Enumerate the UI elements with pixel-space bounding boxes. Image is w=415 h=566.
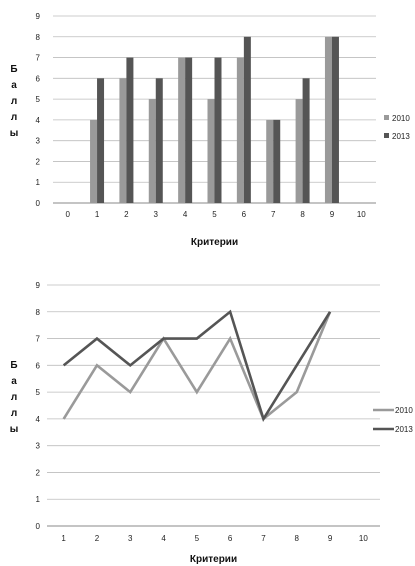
legend-label: 2013 <box>395 425 413 434</box>
y-axis-title-letter: а <box>11 376 17 387</box>
x-tick-label: 0 <box>65 210 70 219</box>
bar-2010 <box>207 99 215 203</box>
y-axis-title-letter: а <box>11 80 17 91</box>
x-tick-label: 6 <box>228 534 233 543</box>
legend-label: 2013 <box>392 132 410 141</box>
y-tick-label: 7 <box>36 54 41 63</box>
y-tick-label: 3 <box>36 137 41 146</box>
bar-2010 <box>324 36 332 204</box>
bar-2013 <box>243 36 251 204</box>
y-tick-label: 2 <box>36 157 41 166</box>
x-tick-label: 9 <box>330 210 335 219</box>
y-tick-label: 6 <box>36 74 41 83</box>
bar-2010 <box>178 57 186 203</box>
bar-2010 <box>236 57 244 203</box>
y-tick-label: 9 <box>36 12 41 21</box>
x-tick-label: 6 <box>242 210 247 219</box>
x-tick-label: 4 <box>161 534 166 543</box>
legend-swatch-2010 <box>384 115 389 120</box>
y-tick-label: 8 <box>36 33 41 42</box>
x-tick-label: 4 <box>183 210 188 219</box>
bar-2010 <box>295 99 303 203</box>
x-tick-label: 10 <box>357 210 366 219</box>
y-tick-label: 4 <box>36 116 41 125</box>
y-tick-label: 1 <box>36 495 41 504</box>
y-tick-label: 2 <box>36 468 41 477</box>
legend-label: 2010 <box>392 114 410 123</box>
bar-2013 <box>185 57 193 203</box>
bar-2010 <box>90 119 98 203</box>
y-axis-title-letter: ы <box>10 128 19 139</box>
x-axis-title: Критерии <box>190 554 237 565</box>
bar-2013 <box>214 57 222 203</box>
x-tick-label: 3 <box>154 210 159 219</box>
y-axis-title-letter: л <box>11 112 17 123</box>
x-tick-label: 9 <box>328 534 333 543</box>
y-axis-title-letter: л <box>11 96 17 107</box>
bar-2010 <box>148 99 156 203</box>
x-tick-label: 3 <box>128 534 133 543</box>
x-tick-label: 8 <box>300 210 305 219</box>
y-tick-label: 5 <box>36 95 41 104</box>
x-tick-label: 1 <box>61 534 66 543</box>
x-tick-label: 10 <box>359 534 368 543</box>
bar-2013 <box>155 78 163 203</box>
y-tick-label: 3 <box>36 442 41 451</box>
y-tick-label: 7 <box>36 335 41 344</box>
x-tick-label: 5 <box>195 534 200 543</box>
bar-2013 <box>331 36 339 204</box>
x-tick-label: 7 <box>271 210 276 219</box>
bar-2013 <box>126 57 134 203</box>
y-tick-label: 0 <box>36 522 41 531</box>
x-tick-label: 8 <box>295 534 300 543</box>
y-tick-label: 0 <box>36 199 41 208</box>
y-axis-title-letter: Б <box>10 360 17 371</box>
x-tick-label: 1 <box>95 210 100 219</box>
series-line-2013 <box>62 309 332 422</box>
bar-2010 <box>266 119 274 203</box>
x-tick-label: 2 <box>124 210 129 219</box>
legend-swatch-2013 <box>384 133 389 138</box>
y-axis-title-letter: л <box>11 408 17 419</box>
y-axis-title-letter: Б <box>10 64 17 75</box>
x-tick-label: 2 <box>95 534 100 543</box>
x-tick-label: 5 <box>212 210 217 219</box>
y-tick-label: 5 <box>36 388 41 397</box>
y-tick-label: 8 <box>36 308 41 317</box>
bar-2013 <box>302 78 310 203</box>
y-axis-title-letter: л <box>11 392 17 403</box>
bar-2010 <box>119 78 127 203</box>
y-tick-label: 1 <box>36 178 41 187</box>
x-axis-title: Критерии <box>191 237 238 248</box>
legend-label: 2010 <box>395 406 413 415</box>
y-tick-label: 4 <box>36 415 41 424</box>
series-line-2010 <box>62 311 332 421</box>
y-axis-title-letter: ы <box>10 424 19 435</box>
bar-2013 <box>273 119 281 203</box>
y-tick-label: 9 <box>36 281 41 290</box>
bar-2013 <box>97 78 105 203</box>
y-tick-label: 6 <box>36 361 41 370</box>
x-tick-label: 7 <box>261 534 266 543</box>
